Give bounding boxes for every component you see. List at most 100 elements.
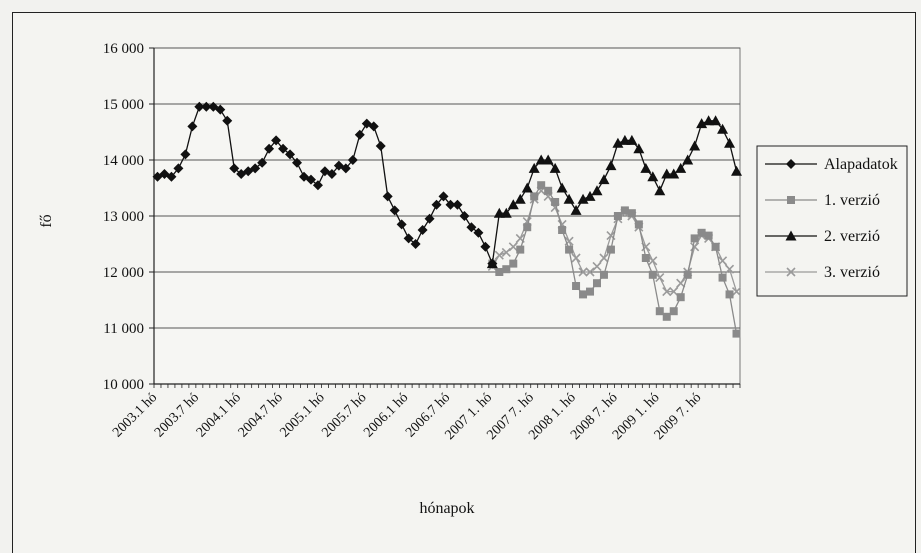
legend-item: 2. verzió: [765, 228, 880, 245]
data-point-x: [508, 242, 518, 252]
data-point-triangle: [626, 134, 638, 145]
data-point-triangle: [682, 154, 694, 165]
x-tick-label: 2003.1 hó: [110, 390, 160, 440]
x-tick-label: 2006.1 hó: [361, 390, 411, 440]
data-point-diamond: [361, 118, 372, 129]
data-point-diamond: [312, 180, 323, 191]
data-point-x: [669, 287, 679, 297]
data-point-square: [530, 192, 539, 201]
data-point-diamond: [786, 159, 796, 169]
data-point-diamond: [278, 143, 289, 154]
x-tick-label: 2005.7 hó: [319, 390, 369, 440]
legend-label: Alapadatok: [824, 156, 898, 173]
data-point-diamond: [173, 163, 184, 174]
data-point-square: [634, 220, 643, 229]
data-point-square: [690, 234, 699, 243]
y-axis-label: fő: [38, 214, 55, 227]
y-tick-label: 11 000: [103, 321, 144, 337]
data-point-diamond: [305, 174, 316, 185]
data-point-x: [501, 247, 511, 257]
data-point-square: [732, 329, 741, 338]
y-tick-label: 16 000: [103, 41, 144, 57]
data-point-diamond: [229, 163, 240, 174]
data-point-diamond: [354, 129, 365, 140]
data-point-square: [725, 290, 734, 299]
gridlines: [154, 47, 740, 329]
data-point-triangle: [633, 143, 645, 154]
data-point-square: [718, 273, 727, 282]
series-alapadatok: [152, 101, 498, 269]
data-point-x: [655, 273, 665, 283]
data-point-square: [572, 282, 581, 290]
data-point-diamond: [292, 157, 303, 168]
data-point-triangle: [591, 185, 603, 196]
data-point-triangle: [549, 162, 561, 173]
data-point-x-stroke: [578, 267, 588, 277]
data-point-square: [648, 270, 657, 279]
data-point-square: [669, 307, 678, 316]
data-point-x-stroke: [731, 287, 742, 297]
data-point-triangle: [598, 174, 610, 185]
data-point-diamond: [410, 239, 421, 249]
data-point-triangle: [668, 168, 680, 179]
data-point-square: [558, 226, 567, 234]
data-point-square: [676, 293, 685, 302]
data-point-diamond: [285, 149, 296, 160]
data-point-triangle: [493, 207, 505, 218]
data-point-diamond: [194, 101, 205, 112]
x-tick-label: 2005.1 hó: [278, 390, 328, 440]
data-point-square: [606, 245, 615, 254]
data-point-x: [494, 250, 504, 260]
data-point-square: [502, 265, 511, 274]
data-point-triangle: [710, 115, 722, 126]
data-point-x: [662, 287, 672, 297]
data-point-diamond: [424, 213, 435, 224]
data-point-diamond: [187, 121, 198, 132]
data-point-diamond: [452, 199, 463, 210]
data-point-triangle: [654, 185, 666, 196]
data-point-square: [655, 307, 664, 316]
data-point-x-stroke: [599, 253, 609, 263]
data-point-diamond: [201, 101, 212, 112]
data-point-diamond: [473, 227, 484, 238]
data-point-square: [544, 186, 553, 195]
data-point-diamond: [180, 149, 191, 160]
data-point-x-stroke: [641, 242, 651, 252]
data-point-diamond: [271, 135, 282, 146]
data-point-square: [627, 209, 636, 218]
y-tick-label: 13 000: [103, 209, 144, 225]
data-point-triangle: [535, 154, 547, 165]
data-point-x: [585, 267, 595, 277]
data-point-diamond: [431, 199, 442, 210]
data-point-square: [787, 196, 795, 204]
y-tick-label: 10 000: [103, 377, 144, 393]
legend-item: 1. verzió: [765, 192, 880, 209]
data-point-x-stroke: [786, 267, 796, 277]
data-point-triangle: [640, 162, 652, 173]
data-point-x-stroke: [508, 242, 518, 252]
data-point-diamond: [382, 191, 393, 202]
data-point-diamond: [487, 258, 498, 269]
data-point-diamond: [480, 241, 491, 252]
data-point-diamond: [340, 163, 351, 174]
data-point-diamond: [417, 225, 428, 235]
data-point-x: [786, 267, 796, 277]
legend-item: Alapadatok: [765, 156, 898, 173]
data-point-square: [509, 259, 518, 268]
data-point-diamond: [438, 191, 449, 202]
y-tick-label: 14 000: [103, 153, 144, 169]
y-axis: 10 000 11 000 12 000 13 000 14 000 15 000 16 0…: [103, 41, 155, 393]
data-point-diamond: [166, 171, 177, 182]
data-point-diamond: [403, 233, 414, 244]
data-point-diamond: [396, 219, 407, 230]
data-point-square: [586, 287, 595, 296]
data-point-x: [648, 256, 658, 266]
x-tick-label: 2004.1 hó: [194, 390, 244, 440]
data-point-diamond: [389, 205, 400, 216]
data-point-triangle: [619, 134, 631, 145]
data-point-x-stroke: [606, 231, 616, 241]
data-point-diamond: [368, 121, 379, 132]
data-point-triangle: [521, 182, 533, 193]
data-point-triangle: [661, 168, 673, 179]
